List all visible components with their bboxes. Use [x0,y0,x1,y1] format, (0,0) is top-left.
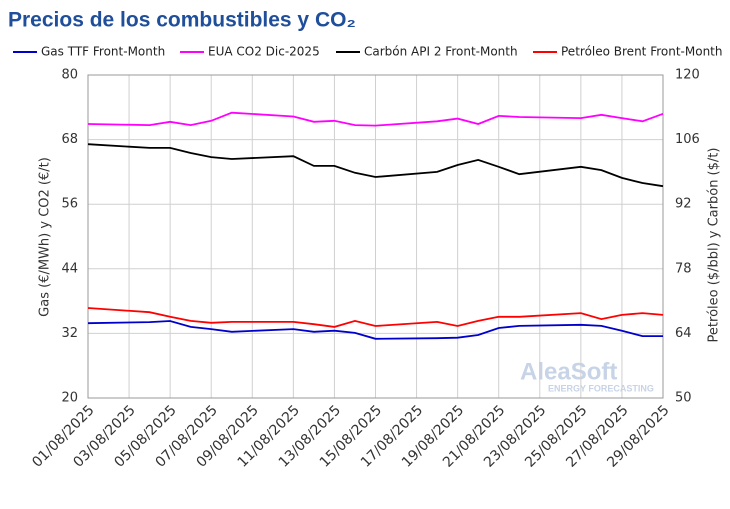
y-tick-label: 68 [61,132,78,147]
legend-label: Gas TTF Front-Month [41,45,165,59]
series-line [87,111,664,127]
y-tick-label: 80 [61,68,78,83]
y2-tick-label: 64 [675,326,692,341]
y-tick-label: 32 [61,326,78,341]
y-tick-label: 44 [61,261,78,276]
series-line [87,320,663,340]
legend-label: Petróleo Brent Front-Month [561,45,722,59]
series-line [87,307,664,328]
y2-tick-label: 78 [675,261,692,276]
y-axis-label: Gas (€/MWh) y CO2 (€/t) [38,157,53,317]
y2-tick-label: 120 [675,68,700,83]
y-tick-label: 20 [61,391,78,406]
y2-tick-label: 92 [675,197,692,212]
y-tick-label: 56 [61,197,78,212]
chart-title: Precios de los combustibles y CO₂ [8,9,356,32]
series-line [87,143,664,188]
legend-label: Carbón API 2 Front-Month [364,45,518,59]
legend-label: EUA CO2 Dic-2025 [208,45,320,59]
y2-tick-label: 50 [675,391,692,406]
y2-tick-label: 106 [675,132,700,147]
watermark-sub: ENERGY FORECASTING [548,383,654,393]
y2-axis-label: Petróleo ($/bbl) y Carbón ($/t) [707,148,722,343]
watermark: AleaSoft [520,358,617,385]
plot-border [87,74,664,399]
